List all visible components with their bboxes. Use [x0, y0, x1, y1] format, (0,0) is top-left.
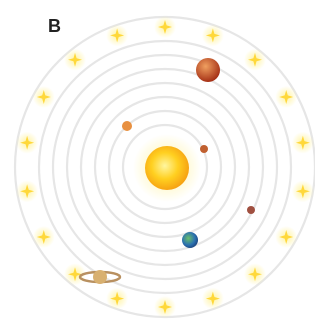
planet	[196, 58, 220, 82]
planet	[182, 232, 198, 248]
planet	[122, 121, 132, 131]
planet	[200, 145, 208, 153]
panel-label: B	[48, 16, 61, 36]
sun	[145, 146, 189, 190]
solar-system-figure: B	[0, 0, 315, 329]
planet	[247, 206, 255, 214]
